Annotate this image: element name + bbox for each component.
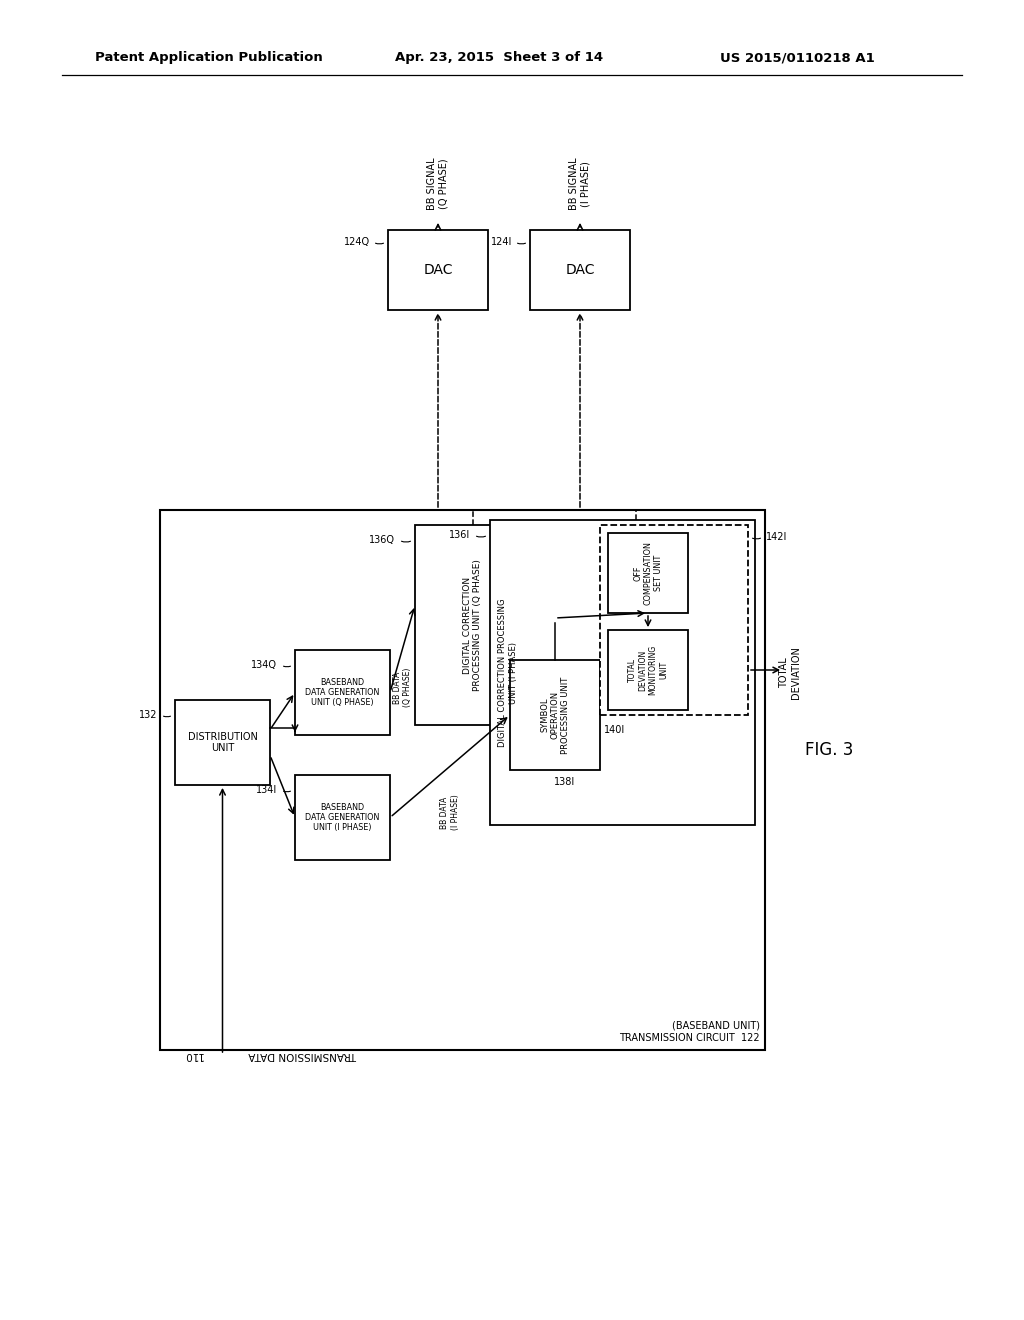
Text: TRANSMISSION DATA: TRANSMISSION DATA [248,1049,357,1060]
Text: Patent Application Publication: Patent Application Publication [95,51,323,65]
FancyBboxPatch shape [295,649,390,735]
Text: 140I: 140I [604,725,626,735]
Text: BB DATA
(Q PHASE): BB DATA (Q PHASE) [393,668,413,708]
Text: OFF
COMPENSATION
SET UNIT: OFF COMPENSATION SET UNIT [633,541,663,605]
Text: TOTAL
DEVIATION: TOTAL DEVIATION [779,645,801,698]
Text: SYMBOL
OPERATION
PROCESSING UNIT: SYMBOL OPERATION PROCESSING UNIT [540,676,570,754]
Text: DISTRIBUTION
UNIT: DISTRIBUTION UNIT [187,731,257,754]
FancyBboxPatch shape [415,525,530,725]
FancyBboxPatch shape [600,525,748,715]
Text: TRANSMISSION CIRCUIT  122: TRANSMISSION CIRCUIT 122 [620,1034,760,1043]
FancyBboxPatch shape [490,520,755,825]
Text: BB DATA
(I PHASE): BB DATA (I PHASE) [440,795,460,830]
Text: 124Q: 124Q [344,238,370,247]
Text: BB SIGNAL
(I PHASE): BB SIGNAL (I PHASE) [569,157,591,210]
Text: 136Q: 136Q [369,535,395,545]
Text: DIGITAL CORRECTION PROCESSING
UNIT (I PHASE): DIGITAL CORRECTION PROCESSING UNIT (I PH… [499,598,518,747]
FancyBboxPatch shape [175,700,270,785]
FancyBboxPatch shape [608,533,688,612]
Text: BB SIGNAL
(Q PHASE): BB SIGNAL (Q PHASE) [427,157,449,210]
FancyBboxPatch shape [530,230,630,310]
Text: TOTAL
DEVIATION
MONITORING
UNIT: TOTAL DEVIATION MONITORING UNIT [628,645,668,696]
Text: BASEBAND
DATA GENERATION
UNIT (I PHASE): BASEBAND DATA GENERATION UNIT (I PHASE) [305,803,380,833]
Text: BASEBAND
DATA GENERATION
UNIT (Q PHASE): BASEBAND DATA GENERATION UNIT (Q PHASE) [305,677,380,708]
Text: 110: 110 [182,1049,203,1060]
Text: 134I: 134I [256,785,278,795]
Text: DAC: DAC [423,263,453,277]
Text: FIG. 3: FIG. 3 [805,741,853,759]
Text: 124I: 124I [490,238,512,247]
Text: US 2015/0110218 A1: US 2015/0110218 A1 [720,51,874,65]
Text: 142I: 142I [766,532,787,543]
FancyBboxPatch shape [295,775,390,861]
Text: DIGITAL CORRECTION
PROCESSING UNIT (Q PHASE): DIGITAL CORRECTION PROCESSING UNIT (Q PH… [463,560,482,690]
Text: 134Q: 134Q [251,660,278,671]
Text: 136I: 136I [449,531,470,540]
FancyBboxPatch shape [608,630,688,710]
FancyBboxPatch shape [160,510,765,1049]
FancyBboxPatch shape [388,230,488,310]
Text: 138I: 138I [554,777,575,787]
Text: Apr. 23, 2015  Sheet 3 of 14: Apr. 23, 2015 Sheet 3 of 14 [395,51,603,65]
Text: 132: 132 [138,710,157,719]
FancyBboxPatch shape [510,660,600,770]
Text: (BASEBAND UNIT): (BASEBAND UNIT) [672,1020,760,1030]
Text: DAC: DAC [565,263,595,277]
